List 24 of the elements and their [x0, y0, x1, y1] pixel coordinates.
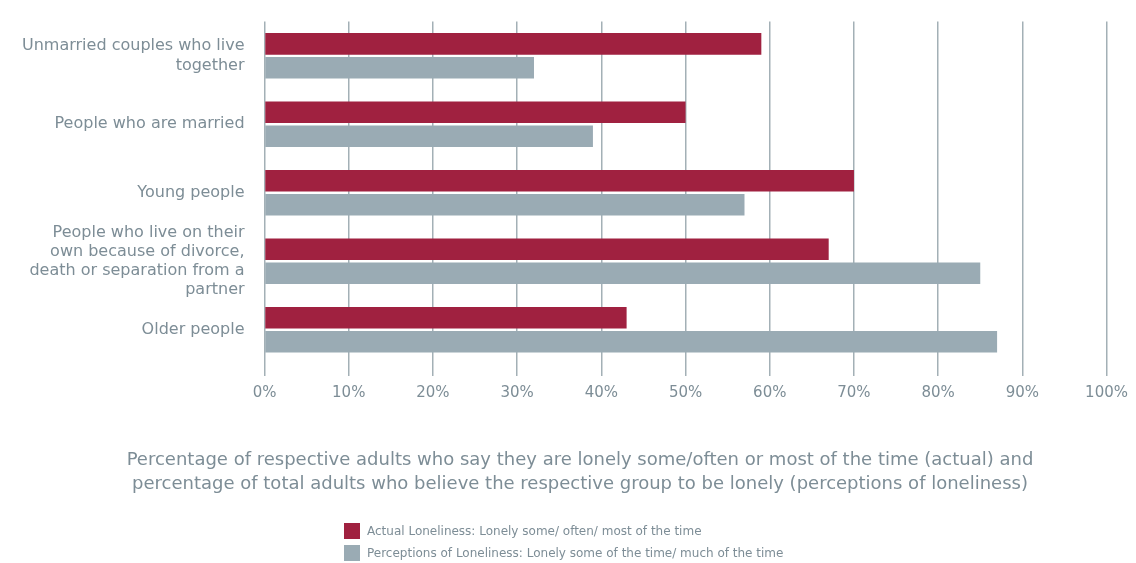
- x-tick-label: 40%: [584, 382, 619, 401]
- y-tick-label: People who are married: [54, 113, 245, 133]
- x-tick-label: 20%: [416, 382, 450, 401]
- x-tick-label: 70%: [837, 382, 871, 401]
- x-tick-label: 10%: [332, 382, 366, 401]
- y-tick-label: Unmarried couples who live together: [22, 35, 245, 74]
- bar: [265, 170, 854, 192]
- bar: [265, 101, 686, 124]
- x-tick-label: 30%: [500, 382, 534, 401]
- y-tick-label: Older people: [141, 318, 245, 338]
- x-axis-title: Percentage of respective adults who say they are lonely some/often or most of the time (actual) and percentage of total adults who believe the respective group to be lonely (perceptions of loneliness): [125, 447, 1035, 495]
- x-tick-label: 50%: [668, 382, 703, 401]
- x-tick-label: 0%: [252, 382, 277, 401]
- x-tick-label: 100%: [1085, 382, 1128, 401]
- y-tick-label: Young people: [136, 181, 245, 201]
- x-tick-label: 90%: [1005, 382, 1040, 401]
- x-tick-label: 60%: [753, 382, 787, 401]
- bar: [265, 306, 627, 329]
- legend-label: Actual Loneliness: Lonely some/ often/ most of the time: [367, 524, 702, 538]
- bar: [265, 33, 762, 55]
- legend-label: Perceptions of Loneliness: Lonely some of the time/ much of the time: [367, 546, 784, 560]
- x-tick-label: 80%: [921, 382, 955, 401]
- bar: [265, 238, 829, 261]
- y-tick-label: People who live on their own because of divorce, death or separation from a partner: [29, 221, 245, 299]
